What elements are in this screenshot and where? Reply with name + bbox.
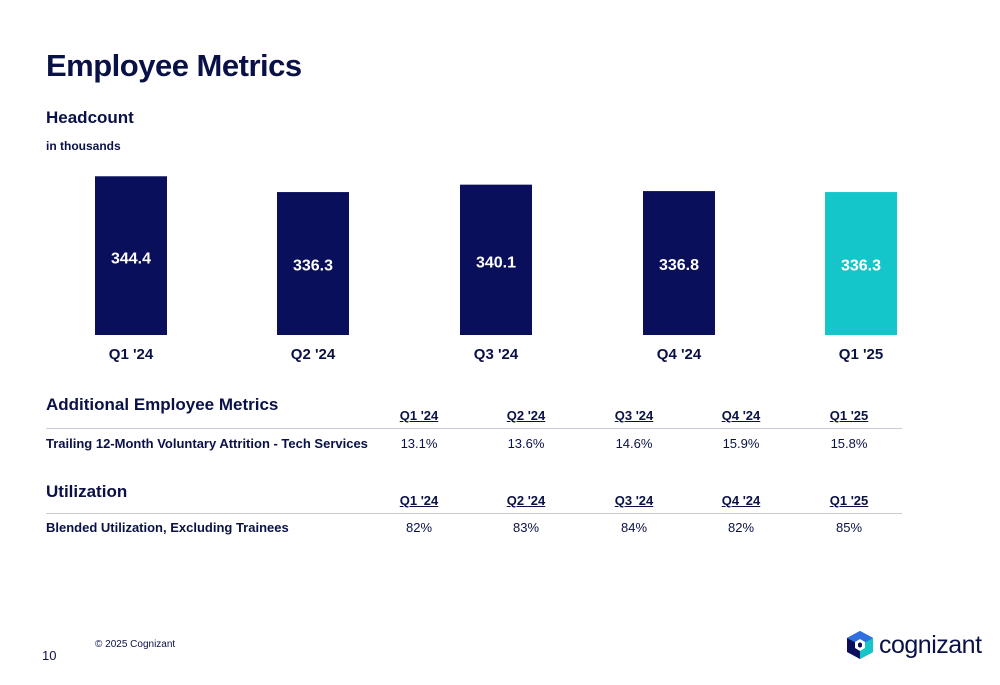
- attrition-row-label: Trailing 12-Month Voluntary Attrition - …: [46, 436, 368, 451]
- utilization-header-q1-24: Q1 '24: [399, 493, 439, 508]
- attrition-value-q4-24: 15.9%: [722, 436, 760, 451]
- utilization-divider: [46, 513, 902, 514]
- x-tick-label-1: Q2 '24: [291, 346, 336, 363]
- attrition-value-q1-25: 15.8%: [830, 436, 868, 451]
- chart-title: Headcount: [46, 108, 134, 127]
- attrition-header-q3-24: Q3 '24: [614, 408, 654, 423]
- attrition-header-q1-24: Q1 '24: [399, 408, 439, 423]
- attrition-section-title: Additional Employee Metrics: [46, 395, 279, 414]
- page-number: 10: [42, 648, 57, 663]
- bar-4: [825, 192, 897, 335]
- utilization-value-q3-24: 84%: [620, 520, 648, 535]
- x-tick-label-2: Q3 '24: [474, 346, 519, 363]
- utilization-value-q4-24: 82%: [727, 520, 755, 535]
- attrition-value-q2-24: 13.6%: [507, 436, 545, 451]
- attrition-value-q3-24: 14.6%: [615, 436, 653, 451]
- bar-0: [95, 176, 167, 335]
- utilization-section-title: Utilization: [46, 482, 128, 501]
- bar-1: [277, 192, 349, 335]
- utilization-header-q1-25: Q1 '25: [829, 493, 869, 508]
- attrition-header-q4-24: Q4 '24: [721, 408, 761, 423]
- cognizant-logo-icon: [847, 631, 873, 659]
- headcount-bar-chart: 344.4 Q1 '24 336.3 Q2 '24 340.1 Q3 '24 336.8 Q4…: [95, 176, 897, 363]
- utilization-header-q3-24: Q3 '24: [614, 493, 654, 508]
- copyright-notice: © 2025 Cognizant: [95, 639, 176, 650]
- bar-value-label-3: 336.8: [659, 257, 699, 274]
- utilization-value-q1-24: 82%: [405, 520, 433, 535]
- cognizant-logo: cognizant: [846, 630, 982, 660]
- chart-subtitle: in thousands: [46, 139, 121, 153]
- utilization-value-q2-24: 83%: [512, 520, 540, 535]
- x-tick-label-4: Q1 '25: [839, 346, 883, 363]
- attrition-value-q1-24: 13.1%: [400, 436, 438, 451]
- bar-value-label-2: 340.1: [476, 254, 516, 271]
- utilization-row-label: Blended Utilization, Excluding Trainees: [46, 520, 289, 535]
- bar-3: [643, 191, 715, 335]
- bar-value-label-4: 336.3: [841, 258, 881, 275]
- attrition-header-q1-25: Q1 '25: [829, 408, 869, 423]
- x-tick-label-3: Q4 '24: [657, 346, 702, 363]
- attrition-header-q2-24: Q2 '24: [506, 408, 546, 423]
- x-tick-label-0: Q1 '24: [109, 346, 154, 363]
- utilization-value-q1-25: 85%: [835, 520, 863, 535]
- logo-wordmark: cognizant: [879, 630, 982, 659]
- attrition-divider: [46, 428, 902, 429]
- bar-value-label-1: 336.3: [293, 258, 333, 275]
- utilization-header-q2-24: Q2 '24: [506, 493, 546, 508]
- bar-value-label-0: 344.4: [111, 251, 151, 268]
- page-title: Employee Metrics: [46, 48, 302, 83]
- bar-2: [460, 184, 532, 335]
- utilization-header-q4-24: Q4 '24: [721, 493, 761, 508]
